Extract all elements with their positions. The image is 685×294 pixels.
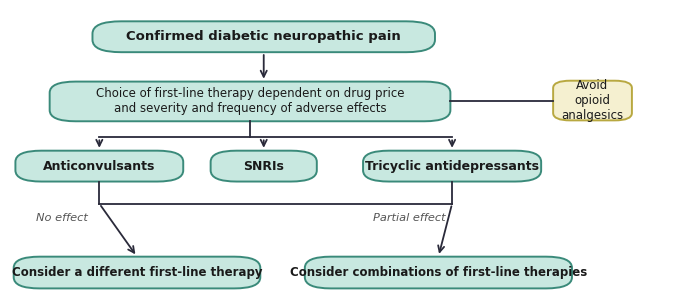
Text: No effect: No effect [36, 213, 88, 223]
Text: Choice of first-line therapy dependent on drug price
and severity and frequency : Choice of first-line therapy dependent o… [96, 87, 404, 116]
Text: Avoid
opioid
analgesics: Avoid opioid analgesics [562, 79, 623, 122]
Text: Partial effect: Partial effect [373, 213, 446, 223]
Text: Consider a different first-line therapy: Consider a different first-line therapy [12, 266, 262, 279]
FancyBboxPatch shape [14, 257, 260, 288]
Text: Tricyclic antidepressants: Tricyclic antidepressants [365, 160, 539, 173]
Text: Anticonvulsants: Anticonvulsants [43, 160, 155, 173]
Text: SNRIs: SNRIs [243, 160, 284, 173]
FancyBboxPatch shape [15, 151, 183, 181]
FancyBboxPatch shape [305, 257, 572, 288]
Text: Confirmed diabetic neuropathic pain: Confirmed diabetic neuropathic pain [126, 30, 401, 43]
FancyBboxPatch shape [363, 151, 541, 181]
FancyBboxPatch shape [92, 21, 435, 52]
FancyBboxPatch shape [210, 151, 316, 181]
FancyBboxPatch shape [50, 81, 451, 121]
FancyBboxPatch shape [553, 81, 632, 121]
Text: Consider combinations of first-line therapies: Consider combinations of first-line ther… [290, 266, 587, 279]
